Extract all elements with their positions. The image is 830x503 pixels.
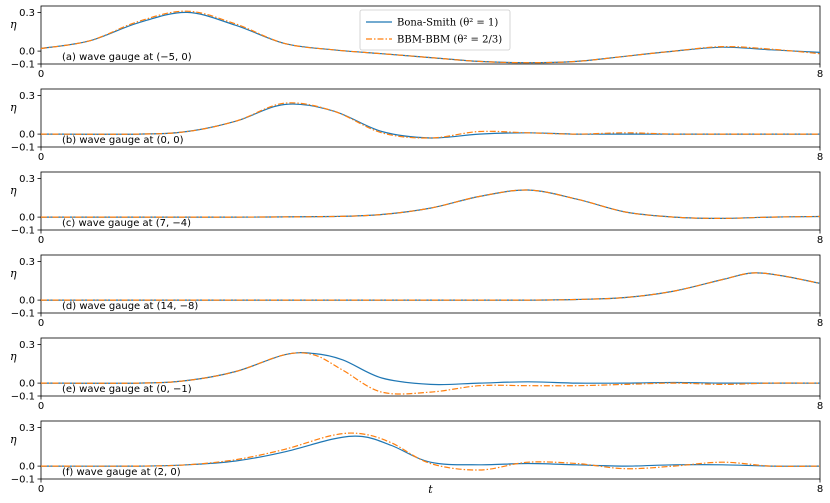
x-tick-label: 8	[817, 318, 823, 329]
y-tick-label: 0.3	[19, 340, 35, 351]
panel-frame	[40, 337, 821, 397]
series-line-bbm-bbm	[40, 10, 821, 64]
legend-label: Bona-Smith (θ² = 1)	[397, 18, 498, 29]
x-tick-label: 8	[817, 152, 823, 163]
series-line-bbm-bbm	[41, 272, 821, 301]
y-tick-label: 0.3	[19, 91, 35, 102]
y-tick-label: 0.0	[19, 296, 35, 307]
panel-annotation: (c) wave gauge at (7, −4)	[62, 218, 191, 229]
y-axis-label: η	[10, 18, 17, 31]
series-line-bona-smith	[40, 103, 820, 139]
y-tick-label: 0.0	[19, 213, 35, 224]
y-tick-label: 0.0	[19, 379, 35, 390]
x-tick-label: 8	[817, 69, 823, 80]
y-tick-label: −0.1	[11, 226, 35, 237]
x-tick-label: 0	[38, 401, 44, 412]
y-tick-label: 0.0	[19, 130, 35, 141]
y-axis-label: η	[10, 350, 17, 363]
panel-annotation: (d) wave gauge at (14, −8)	[62, 301, 198, 312]
x-tick-label: 0	[38, 318, 44, 329]
panel-frame	[40, 254, 821, 314]
panel-annotation: (a) wave gauge at (−5, 0)	[62, 52, 192, 63]
series-line-bona-smith	[41, 189, 821, 220]
x-tick-label: 8	[817, 484, 823, 495]
series-line-bbm-bbm	[40, 352, 821, 395]
series-line-bbm-bbm	[41, 189, 821, 220]
y-axis-label: η	[10, 101, 17, 114]
panel-annotation: (b) wave gauge at (0, 0)	[62, 135, 184, 146]
y-axis-label: η	[10, 184, 17, 197]
panel-frame	[40, 88, 821, 148]
y-tick-label: −0.1	[11, 143, 35, 154]
legend-box	[359, 9, 511, 51]
x-axis-label: t	[428, 483, 433, 496]
series-line-bbm-bbm	[40, 432, 821, 471]
x-tick-label: 8	[817, 235, 823, 246]
y-tick-label: −0.1	[11, 392, 35, 403]
y-axis-label: η	[10, 433, 17, 446]
y-tick-label: −0.1	[11, 60, 35, 71]
legend-label: BBM-BBM (θ² = 2/3)	[397, 35, 502, 46]
x-tick-label: 0	[38, 484, 44, 495]
panel-annotation: (e) wave gauge at (0, −1)	[62, 384, 192, 395]
x-tick-label: 0	[38, 69, 44, 80]
y-tick-label: 0.0	[19, 47, 35, 58]
panel-frame	[40, 5, 821, 65]
y-tick-label: −0.1	[11, 309, 35, 320]
series-line-bbm-bbm	[40, 102, 820, 139]
x-tick-label: 0	[38, 152, 44, 163]
y-tick-label: 0.3	[19, 8, 35, 19]
y-tick-label: −0.1	[11, 475, 35, 486]
series-line-bona-smith	[40, 435, 821, 467]
y-tick-label: 0.3	[19, 257, 35, 268]
y-axis-label: η	[10, 267, 17, 280]
y-tick-label: 0.0	[19, 462, 35, 473]
x-tick-label: 8	[817, 401, 823, 412]
series-line-bona-smith	[40, 352, 820, 386]
y-tick-label: 0.3	[19, 174, 35, 185]
panel-frame	[40, 171, 821, 231]
series-line-bona-smith	[41, 272, 821, 301]
panel-frame	[40, 420, 821, 480]
y-tick-label: 0.3	[19, 423, 35, 434]
x-tick-label: 0	[38, 235, 44, 246]
panel-annotation: (f) wave gauge at (2, 0)	[62, 467, 181, 478]
